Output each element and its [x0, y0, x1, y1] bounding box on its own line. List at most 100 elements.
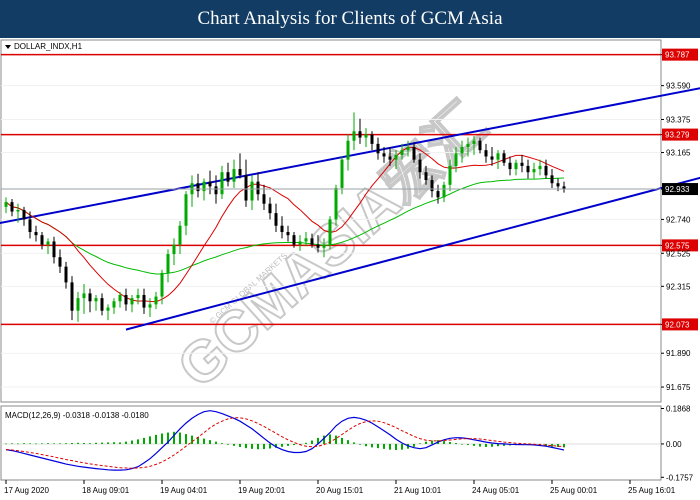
macd-histogram-bar: [305, 442, 307, 444]
candle-body: [154, 296, 158, 305]
candlesticks: [4, 112, 566, 322]
candle-body: [388, 156, 392, 160]
price-tick-label: 92.740: [666, 215, 691, 224]
macd-histogram-bar: [419, 443, 421, 444]
candle-body: [526, 165, 530, 173]
macd-histogram-bar: [323, 435, 325, 444]
macd-histogram-bar: [41, 443, 43, 444]
candle-body: [136, 294, 140, 299]
candle-body: [496, 153, 500, 160]
macd-histogram-bar: [221, 443, 223, 444]
macd-panel[interactable]: MACD(12,26,9) -0.0318 -0.0138 -0.0180: [0, 405, 662, 481]
time-tick-label: 17 Aug 2020: [4, 486, 49, 495]
price-tick-label: 93.165: [666, 149, 691, 158]
candle-body: [556, 183, 560, 187]
macd-histogram-bar: [155, 434, 157, 444]
candle-body: [58, 257, 62, 267]
candle-body: [520, 162, 524, 166]
candle-body: [286, 232, 290, 236]
macd-histogram-bar: [263, 443, 265, 450]
symbol-label: DOLLAR_INDX,H1: [14, 42, 83, 51]
macd-histogram-bar: [431, 440, 433, 444]
macd-histogram-bar: [479, 443, 481, 447]
macd-histogram-bar: [125, 441, 127, 444]
candle-body: [550, 175, 554, 184]
trading-chart[interactable]: GCMASIA宏汇 © GCM GLOBAL MARKETS DOLLAR_IN…: [0, 38, 700, 500]
macd-histogram-bar: [101, 442, 103, 444]
candle-body: [532, 169, 536, 173]
price-tag-label: 92.575: [665, 241, 690, 250]
macd-histogram-bar: [341, 437, 343, 444]
candle-body: [208, 181, 212, 187]
price-tag-box: [662, 128, 698, 141]
candle-body: [370, 134, 374, 144]
macd-histogram-bar: [335, 435, 337, 444]
time-tick-label: 25 Aug 16:01: [628, 486, 676, 495]
macd-histogram-bar: [551, 443, 553, 447]
macd-histogram-bar: [239, 443, 241, 447]
macd-histogram-bar: [377, 443, 379, 449]
macd-histogram-bar: [65, 443, 67, 444]
price-tag-box: [662, 239, 698, 252]
price-tick-label: 91.675: [666, 383, 691, 392]
price-tag-box: [662, 318, 698, 331]
candle-body: [538, 165, 542, 170]
macd-lines: [5, 410, 565, 471]
macd-histogram-bar: [89, 443, 91, 444]
macd-histogram-bar: [347, 440, 349, 444]
macd-histogram-bar: [113, 442, 115, 444]
time-tick-label: 25 Aug 00:01: [550, 486, 598, 495]
macd-histogram-bar: [383, 443, 385, 449]
macd-histogram-bar: [257, 443, 259, 450]
time-tick-label: 20 Aug 15:01: [316, 486, 364, 495]
candle-body: [340, 159, 344, 188]
candle-body: [46, 241, 50, 245]
candle-body: [394, 154, 398, 160]
macd-main-line: [5, 410, 565, 471]
price-panel[interactable]: GCMASIA宏汇 © GCM GLOBAL MARKETS DOLLAR_IN…: [0, 39, 700, 403]
candle-body: [124, 294, 128, 305]
candle-body: [358, 131, 362, 138]
price-tag-label: 92.073: [665, 320, 690, 329]
macd-histogram-bar: [161, 433, 163, 444]
macd-histogram-bar: [215, 441, 217, 444]
macd-histogram-bar: [287, 443, 289, 446]
macd-histogram-bar: [503, 443, 505, 446]
symbol-menu-icon[interactable]: [5, 45, 11, 49]
macd-histogram-bar: [17, 443, 19, 445]
candle-body: [4, 202, 8, 207]
macd-histogram-bar: [395, 443, 397, 451]
macd-tick-label: -0.1757: [666, 473, 694, 482]
macd-histogram-bar: [59, 443, 61, 444]
slow-moving-average-line: [5, 177, 565, 275]
candle-body: [262, 194, 266, 204]
candle-body: [232, 169, 236, 182]
candle-body: [334, 187, 338, 220]
candle-body: [412, 147, 416, 160]
macd-histogram-bar: [11, 443, 13, 444]
time-tick-label: 24 Aug 05:01: [472, 486, 520, 495]
macd-histogram-bar: [467, 443, 469, 445]
macd-histogram-bar: [413, 443, 415, 447]
price-tag-box: [662, 183, 698, 196]
macd-histogram-bar: [131, 440, 133, 444]
candle-body: [424, 172, 428, 181]
candle-body: [148, 304, 152, 308]
macd-histogram-bar: [143, 437, 145, 444]
trend-channel-line: [0, 87, 700, 225]
candle-body: [436, 191, 440, 198]
trend-channel-line: [125, 176, 700, 331]
candle-body: [268, 203, 272, 214]
candle-body: [220, 172, 224, 195]
candle-body: [364, 134, 368, 138]
candle-body: [472, 140, 476, 144]
candle-body: [106, 307, 110, 311]
macd-histogram-bar: [359, 443, 361, 445]
price-tag-label: 93.787: [665, 51, 690, 60]
candle-body: [130, 298, 134, 305]
macd-histogram-bar: [389, 443, 391, 450]
macd-histogram-bar: [281, 443, 283, 447]
trend-channel: [0, 87, 700, 331]
candle-body: [52, 241, 56, 258]
macd-axis: 0.1868 0.00 -0.1757: [661, 405, 694, 482]
